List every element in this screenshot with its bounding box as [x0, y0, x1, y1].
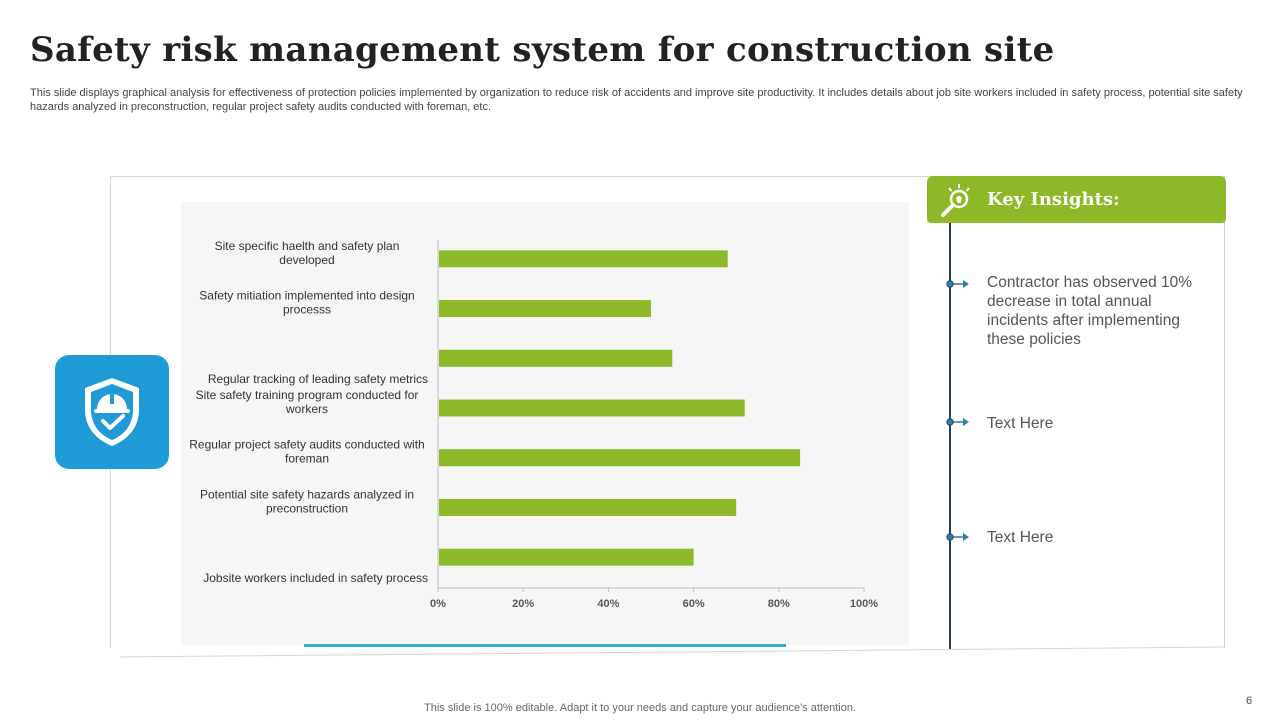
category-label: Site specific haelth and safety plan [215, 239, 400, 253]
category-label: developed [279, 253, 334, 267]
slide-title: Safety risk management system for constr… [30, 30, 1055, 70]
category-label: foreman [285, 452, 329, 466]
x-tick-label: 100% [850, 598, 878, 610]
category-label: Regular project safety audits conducted … [189, 438, 424, 452]
pin-marker-icon [946, 418, 969, 426]
bar [439, 349, 673, 367]
category-label: preconstruction [266, 501, 348, 515]
x-tick-label: 60% [683, 598, 705, 610]
category-label: processs [283, 303, 331, 317]
insight-item-3: Text Here [987, 529, 1054, 546]
bar [439, 250, 728, 268]
pin-marker-icon [946, 280, 969, 288]
bar [439, 300, 651, 318]
insight-item-2: Text Here [987, 415, 1054, 432]
safety-shield-helmet-icon [85, 378, 139, 446]
category-label: Regular tracking of leading safety metri… [208, 372, 428, 386]
bar [439, 498, 737, 516]
category-label: workers [285, 402, 328, 416]
category-label: Potential site safety hazards analyzed i… [200, 487, 414, 501]
key-insights-title: Key Insights: [987, 189, 1120, 210]
bar [439, 548, 694, 566]
lightbulb-magnifier-icon [941, 183, 970, 217]
category-label: Site safety training program conducted f… [196, 388, 419, 402]
x-tick-label: 20% [512, 598, 534, 610]
footer-note: This slide is 100% editable. Adapt it to… [424, 702, 856, 714]
bar [439, 399, 745, 417]
chart-underline [304, 644, 786, 647]
category-label: Safety mitiation implemented into design [199, 289, 414, 303]
timeline-line [949, 223, 951, 649]
page-number: 6 [1246, 695, 1253, 707]
x-tick-label: 40% [597, 598, 619, 610]
x-tick-label: 0% [430, 598, 446, 610]
content-frame-base [120, 646, 1225, 658]
bar-chart-panel: 0% 20% 40% 60% 80% 100% Site specific haelth a… [181, 202, 909, 645]
bar [439, 449, 801, 467]
x-tick-label: 80% [768, 598, 790, 610]
safety-tile [55, 355, 169, 469]
category-label: Jobsite workers included in safety proce… [203, 571, 428, 585]
slide-subtitle: This slide displays graphical analysis f… [30, 87, 1243, 113]
key-insights-header: Key Insights: [927, 176, 1226, 223]
pin-marker-icon [946, 533, 969, 541]
insight-item-1: Contractor has observed 10% decrease in … [987, 274, 1193, 348]
bar-chart: 0% 20% 40% 60% 80% 100% Site specific haelth a… [189, 239, 878, 610]
